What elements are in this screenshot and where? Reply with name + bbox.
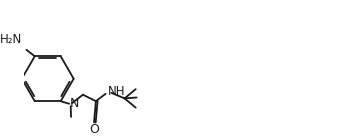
Text: O: O: [90, 123, 100, 136]
Text: N: N: [70, 97, 79, 110]
Text: H₂N: H₂N: [0, 33, 22, 46]
Text: NH: NH: [108, 85, 125, 98]
